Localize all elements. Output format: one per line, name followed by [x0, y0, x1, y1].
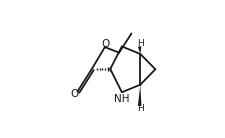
Text: O: O [70, 89, 78, 99]
Text: O: O [101, 39, 109, 49]
Text: H: H [137, 104, 143, 113]
Polygon shape [137, 85, 141, 106]
Text: NH: NH [114, 94, 129, 104]
Text: H: H [137, 39, 143, 48]
Polygon shape [137, 46, 141, 54]
